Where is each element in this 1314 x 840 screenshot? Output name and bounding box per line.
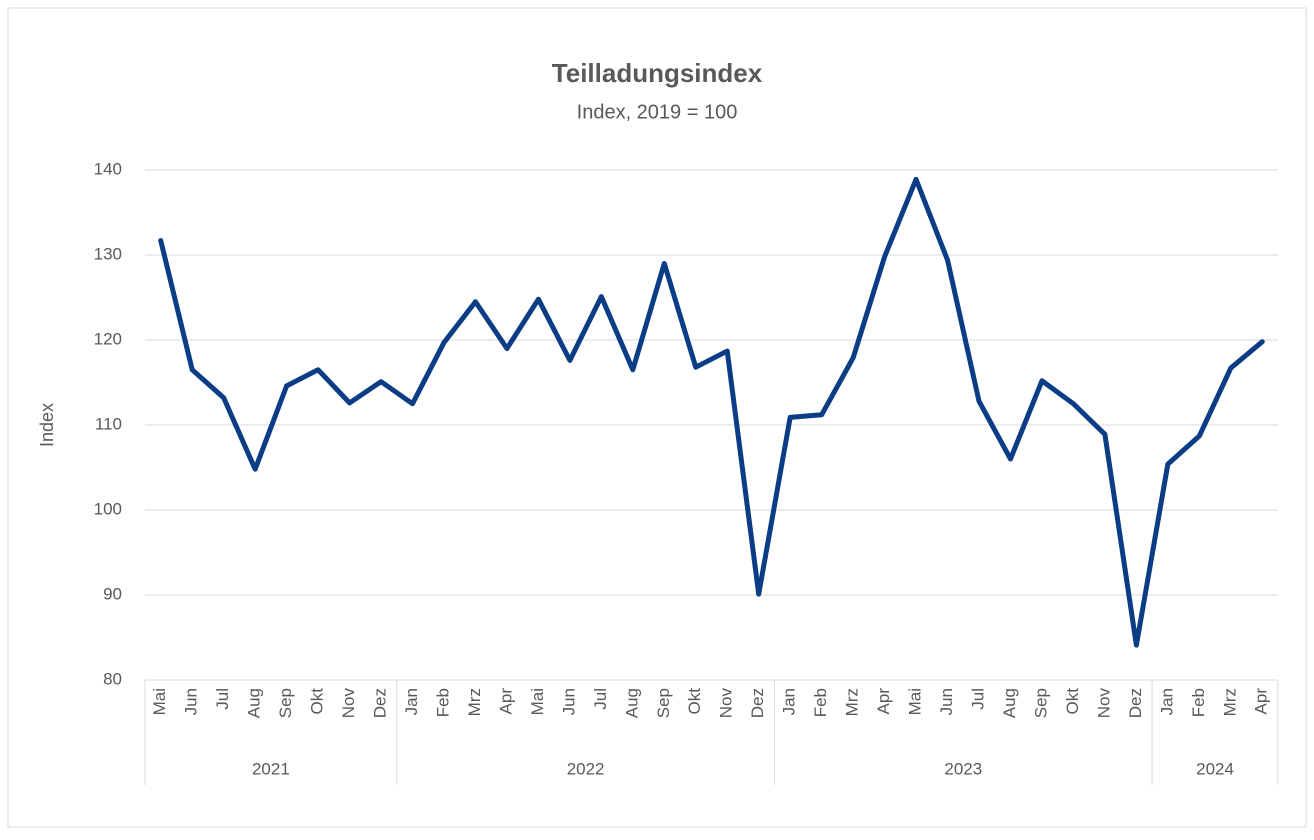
x-tick-label: Okt <box>1063 688 1082 715</box>
x-tick-label: Sep <box>654 688 673 718</box>
x-tick-label: Mrz <box>843 688 862 716</box>
x-tick-label: Feb <box>1189 688 1208 717</box>
y-tick-label: 90 <box>103 584 122 603</box>
x-tick-label: Apr <box>1252 688 1271 715</box>
x-tick-label: Mai <box>150 688 169 715</box>
x-tick-label: Dez <box>371 688 390 718</box>
chart-subtitle: Index, 2019 = 100 <box>577 101 738 123</box>
x-tick-label: Aug <box>245 688 264 718</box>
x-tick-label: Sep <box>1031 688 1050 718</box>
y-tick-label: 100 <box>94 499 122 518</box>
x-tick-label: Jul <box>968 688 987 710</box>
x-tick-label: Sep <box>276 688 295 718</box>
x-tick-label: Jan <box>402 688 421 715</box>
x-tick-label: Nov <box>339 688 358 719</box>
x-tick-label: Dez <box>1126 688 1145 718</box>
x-group-label: 2022 <box>567 759 605 778</box>
x-tick-label: Jan <box>1157 688 1176 715</box>
x-tick-label: Aug <box>622 688 641 718</box>
x-tick-label: Mrz <box>465 688 484 716</box>
x-tick-label: Apr <box>496 688 515 715</box>
x-tick-label: Jun <box>182 688 201 715</box>
x-tick-label: Apr <box>874 688 893 715</box>
y-tick-label: 130 <box>94 244 122 263</box>
x-group-label: 2023 <box>944 759 982 778</box>
x-tick-label: Nov <box>1094 688 1113 719</box>
y-axis-label: Index <box>37 403 57 447</box>
x-tick-label: Jan <box>780 688 799 715</box>
x-tick-label: Mai <box>528 688 547 715</box>
x-tick-label: Jul <box>213 688 232 710</box>
chart-title: Teilladungsindex <box>552 58 763 88</box>
x-tick-label: Feb <box>811 688 830 717</box>
x-tick-label: Mai <box>906 688 925 715</box>
x-tick-label: Dez <box>748 688 767 718</box>
y-tick-label: 110 <box>95 414 122 433</box>
x-group-label: 2024 <box>1196 759 1234 778</box>
x-tick-label: Okt <box>685 688 704 715</box>
x-tick-label: Jul <box>591 688 610 710</box>
y-tick-label: 80 <box>103 669 122 688</box>
line-series <box>158 176 1265 648</box>
x-tick-label: Aug <box>1000 688 1019 718</box>
x-tick-label: Jun <box>559 688 578 715</box>
x-tick-label: Nov <box>717 688 736 719</box>
x-tick-label: Okt <box>308 688 327 715</box>
x-group-label: 2021 <box>252 759 290 778</box>
x-tick-label: Jun <box>937 688 956 715</box>
x-tick-label: Feb <box>433 688 452 717</box>
y-tick-label: 120 <box>94 329 122 348</box>
y-tick-label: 140 <box>94 159 122 178</box>
x-tick-label: Mrz <box>1220 688 1239 716</box>
